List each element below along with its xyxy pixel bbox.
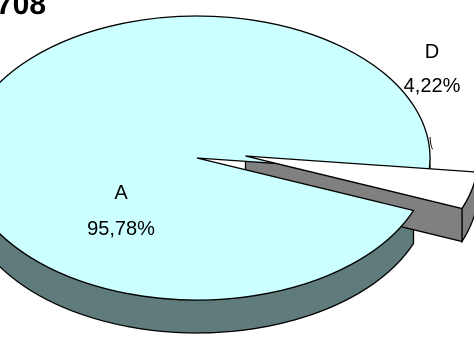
slice-d-label: D [425, 41, 439, 63]
chart-title: 708 [0, 0, 46, 21]
slice-a-label: A [114, 182, 128, 204]
slice-d-value-label: 4,22% [404, 75, 461, 97]
leader-lines [429, 136, 434, 150]
pie-slice-a [0, 15, 431, 301]
pie-slice-d [245, 155, 474, 210]
slice-tops [0, 15, 474, 301]
slice-labels: A 95,78% D 4,22% [87, 41, 460, 240]
slice-d-leader-line [429, 136, 434, 150]
slice-a-value-label: 95,78% [87, 218, 155, 240]
